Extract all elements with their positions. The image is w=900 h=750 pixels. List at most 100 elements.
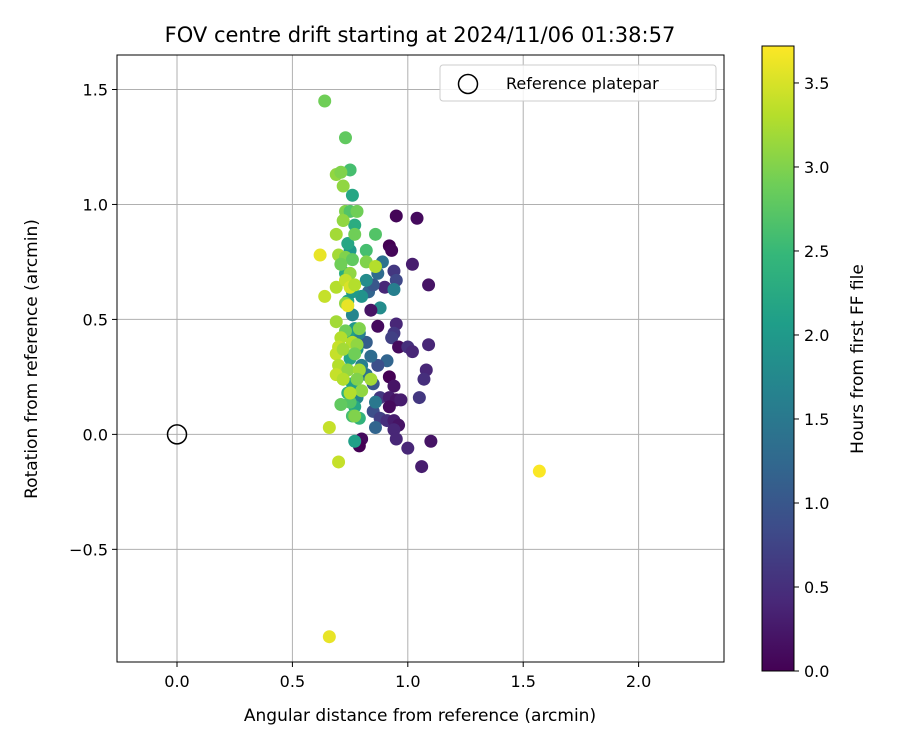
colorbar-gradient [761,45,795,672]
data-point [415,460,429,474]
data-point [359,243,373,257]
y-tick-label: 1.5 [83,80,108,99]
y-axis-label: Rotation from reference (arcmin) [22,219,42,499]
data-point [345,253,359,267]
data-point [424,434,438,448]
colorbar-label: Hours from first FF file [848,264,868,454]
colorbar-tick-label: 1.5 [804,410,829,429]
data-point [385,331,399,345]
data-point [532,464,546,478]
data-point [341,299,355,313]
data-point [401,441,415,455]
data-point [329,315,343,329]
data-point [329,227,343,241]
data-point [364,372,378,386]
colorbar: 0.0 0.5 1.0 1.5 2.0 2.5 3.0 3.5 Hours from firs… [761,45,868,681]
y-tick-label: 1.0 [83,195,108,214]
data-point [332,455,346,469]
plot-frame [116,54,725,663]
data-point [410,211,424,225]
data-point [389,209,403,223]
data-point [348,227,362,241]
y-axis-ticks: −0.5 0.0 0.5 1.0 1.5 [69,80,117,559]
x-tick-label: 0.0 [164,672,189,691]
data-point [368,395,382,409]
data-point [352,322,366,336]
data-point [368,227,382,241]
data-point [385,243,399,257]
data-point [336,342,350,356]
data-point [394,393,408,407]
data-point [345,188,359,202]
data-point [348,409,362,423]
data-point [350,372,364,386]
data-point [422,278,436,292]
data-point [364,303,378,317]
data-point [322,420,336,434]
data-point [392,340,406,354]
data-point [417,372,431,386]
x-axis-label: Angular distance from reference (arcmin) [244,706,596,726]
x-tick-label: 2.0 [626,672,651,691]
x-tick-label: 1.0 [395,672,420,691]
data-point [371,319,385,333]
data-point [336,179,350,193]
data-point [389,432,403,446]
grid [117,55,724,662]
data-point [318,289,332,303]
y-tick-label: 0.5 [83,310,108,329]
data-point [348,218,362,232]
legend-box [439,64,717,102]
data-point [334,397,348,411]
legend-label-reference-platepar: Reference platepar [506,74,659,93]
data-point [350,204,364,218]
data-point [412,391,426,405]
data-point [368,420,382,434]
data-point [313,248,327,262]
data-point [405,257,419,271]
data-point [334,257,348,271]
data-point [329,280,343,294]
data-point [334,165,348,179]
y-tick-label: −0.5 [69,540,108,559]
data-point [336,214,350,228]
data-point [387,379,401,393]
data-point [359,273,373,287]
data-point [348,347,362,361]
colorbar-tick-label: 3.5 [804,74,829,93]
legend-reference-marker [457,73,479,95]
y-tick-label: 0.0 [83,425,108,444]
colorbar-ticks: 0.0 0.5 1.0 1.5 2.0 2.5 3.0 3.5 [794,74,829,681]
data-point [348,278,362,292]
data-point [348,434,362,448]
data-point [405,345,419,359]
colorbar-tick-label: 2.5 [804,242,829,261]
data-point [382,400,396,414]
data-point [371,358,385,372]
data-point [343,386,357,400]
x-axis-ticks: 0.0 0.5 1.0 1.5 2.0 [164,662,651,691]
plot-area: Reference platepar [116,54,725,663]
x-tick-label: 0.5 [280,672,305,691]
colorbar-tick-label: 1.0 [804,494,829,513]
colorbar-tick-label: 0.5 [804,578,829,597]
data-point [318,94,332,108]
data-point [336,372,350,386]
data-point [338,131,352,145]
reference-platepar-marker [166,424,188,445]
data-point [355,384,369,398]
legend: Reference platepar [439,64,717,102]
data-point [368,260,382,274]
data-point [341,237,355,251]
data-point [322,630,336,644]
data-point [387,283,401,297]
colorbar-tick-label: 0.0 [804,662,829,681]
x-tick-label: 1.5 [510,672,535,691]
colorbar-tick-label: 2.0 [804,326,829,345]
data-points [313,94,546,644]
colorbar-tick-label: 3.0 [804,158,829,177]
data-point [364,349,378,363]
chart-title: FOV centre drift starting at 2024/11/06 … [165,23,676,47]
data-point [422,338,436,352]
